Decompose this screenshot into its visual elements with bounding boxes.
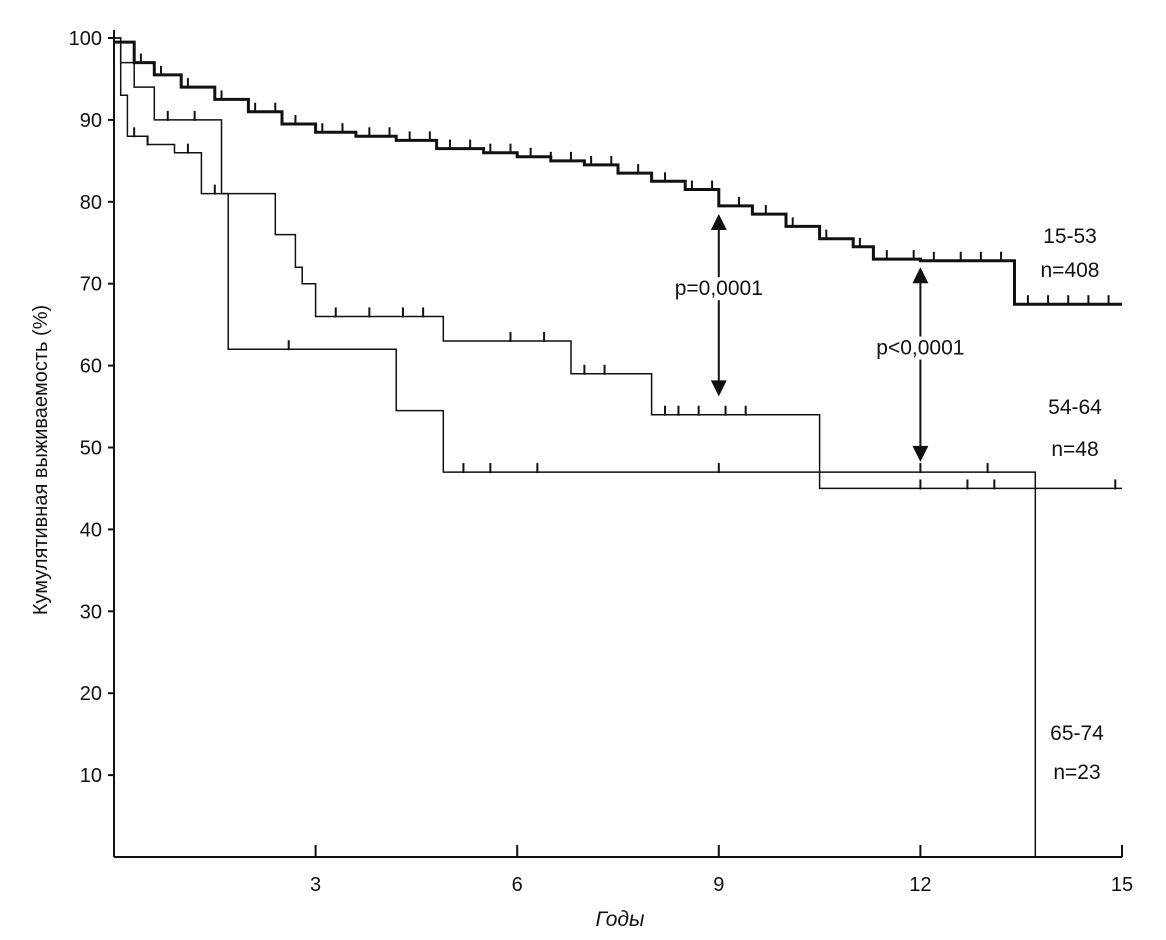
series-n-label-15-53: n=408: [1041, 259, 1100, 282]
series-label-15-53: 15-53: [1043, 225, 1097, 248]
series-n-label-65-74: n=23: [1053, 761, 1100, 784]
y-tick-label: 10: [80, 765, 102, 787]
y-tick-label: 20: [80, 683, 102, 705]
x-tick-label: 3: [310, 874, 321, 896]
series-n-label-54-64: n=48: [1051, 438, 1098, 461]
y-tick-label: 80: [80, 192, 102, 214]
annotation-arrowhead-down: [912, 445, 929, 462]
y-axis-label: Кумулятивная выживаемость (%): [30, 305, 52, 615]
annotation-arrowhead-up: [912, 267, 929, 284]
series-label-54-64: 54-64: [1048, 396, 1102, 419]
x-tick-label: 12: [909, 874, 931, 896]
y-tick-label: 70: [80, 274, 102, 296]
y-tick-label: 100: [69, 28, 102, 50]
annotation-arrowhead-down: [710, 380, 727, 397]
plot-lines: [114, 37, 1122, 858]
annotation-text-backing: [874, 336, 967, 360]
x-tick-label: 6: [512, 874, 523, 896]
labels: 15-53 n=408 54-64 n=48 65-74 n=23 p=0,0001 p<0,…: [672, 213, 1104, 784]
series-line-15-53: [114, 40, 1122, 306]
series-label-65-74: 65-74: [1050, 722, 1104, 745]
y-tick-label: 90: [80, 110, 102, 132]
annotation-arrowhead-up: [710, 213, 727, 230]
x-tick-label: 9: [713, 874, 724, 896]
y-tick-label: 30: [80, 601, 102, 623]
y-tick-label: 60: [80, 356, 102, 378]
x-tick-label: 15: [1111, 874, 1133, 896]
y-tick-label: 40: [80, 519, 102, 541]
series-line-54-64: [114, 37, 1122, 490]
annotation-p-value: p=0,0001: [675, 277, 763, 300]
annotation-text-backing: [672, 277, 765, 301]
annotation-p-value: p<0,0001: [876, 337, 964, 360]
x-axis-label: Годы: [596, 908, 646, 931]
axes: 10 20 30 40 50 60 70 80 90 100 3 6 9 12 15: [69, 28, 1134, 896]
y-tick-label: 50: [80, 438, 102, 460]
series-line-65-74: [114, 37, 1122, 858]
